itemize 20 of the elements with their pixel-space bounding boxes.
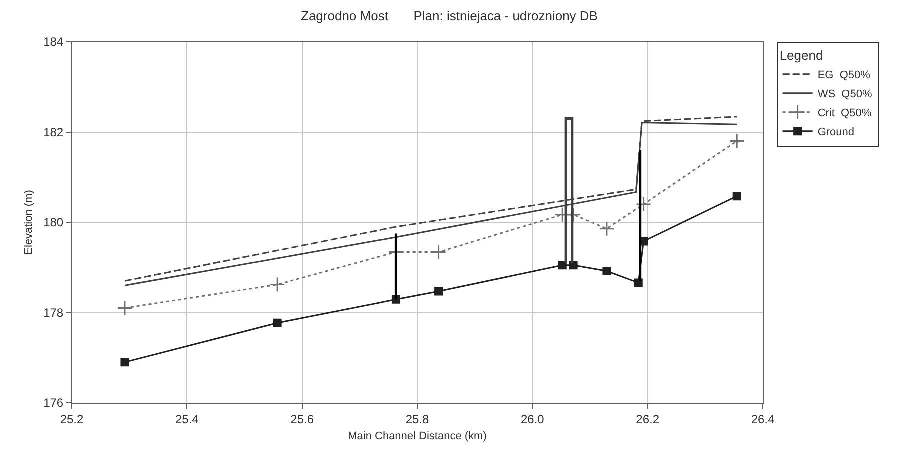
y-tick-label: 178 — [44, 306, 64, 320]
y-axis-title: Elevation (m) — [23, 190, 36, 255]
legend-label: Crit Q50% — [818, 108, 872, 120]
y-tick-label: 182 — [44, 125, 64, 140]
y-tick-label: 184 — [44, 35, 64, 50]
y-tick-label: 176 — [44, 396, 64, 410]
legend-label: Ground — [818, 126, 855, 139]
x-tick-label: 26.4 — [751, 412, 775, 426]
legend-title: Legend — [780, 48, 824, 63]
x-tick-label: 26.0 — [520, 412, 545, 426]
legend-label: WS Q50% — [818, 88, 872, 101]
x-tick-label: 26.2 — [636, 412, 660, 426]
x-tick-label: 25.8 — [406, 412, 430, 426]
chart-title: Zagrodno Most Plan: istniejaca - udrozniony DB — [301, 8, 598, 24]
x-tick-label: 25.2 — [60, 412, 84, 426]
y-tick-label: 180 — [44, 216, 64, 230]
x-tick-label: 25.6 — [290, 412, 314, 426]
x-tick-label: 25.4 — [175, 412, 200, 426]
x-axis-title: Main Channel Distance (km) — [348, 430, 487, 443]
legend-label: EG Q50% — [818, 70, 871, 82]
